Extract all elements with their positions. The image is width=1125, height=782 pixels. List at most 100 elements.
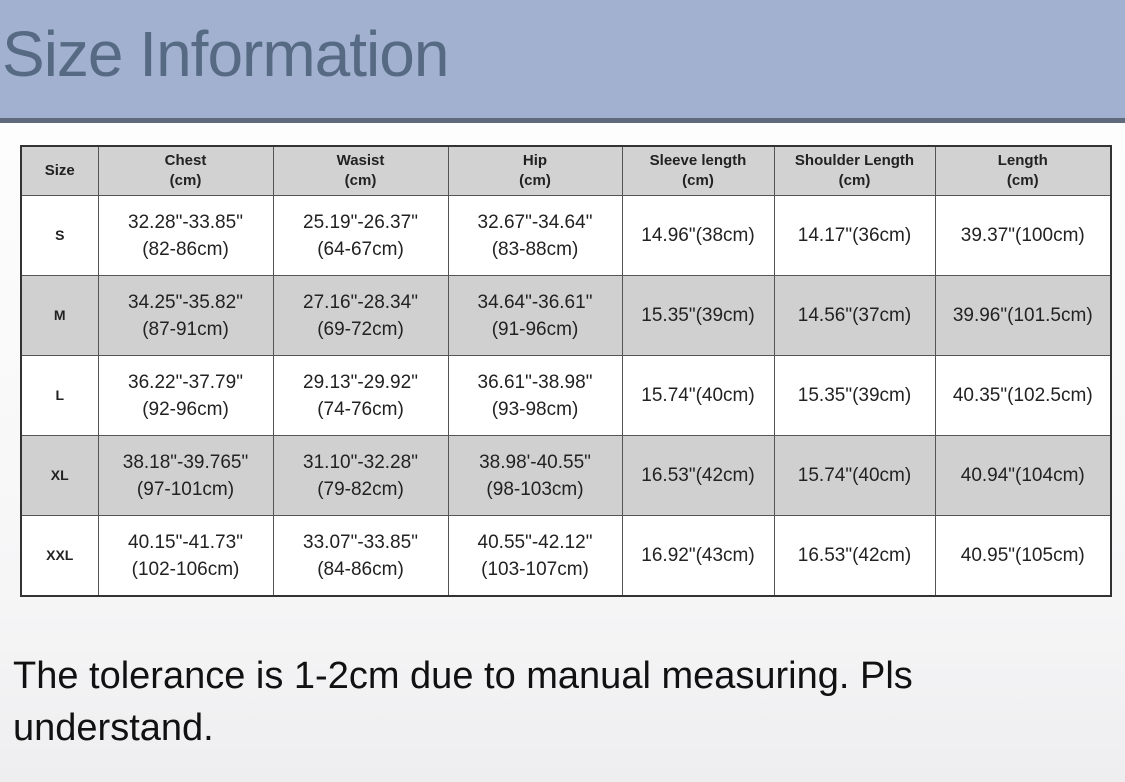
cell-line: (cm) — [682, 172, 714, 189]
cell-line: 32.28"-33.85" — [128, 211, 243, 233]
cell-line: L — [55, 387, 65, 403]
cell-line: 33.07"-33.85" — [303, 531, 418, 553]
size-cell: M — [20, 275, 99, 356]
value-cell: 40.94"(104cm) — [934, 435, 1112, 516]
cell-line: 25.19"-26.37" — [303, 211, 418, 233]
header-row: Size Chest (cm) Wasist (cm) Hip (cm) Sleeve len… — [20, 145, 1112, 196]
value-cell: 16.53"(42cm) — [773, 515, 936, 597]
column-header: Chest (cm) — [97, 145, 274, 196]
column-header: Hip (cm) — [447, 145, 623, 196]
value-cell: 29.13"-29.92" (74-76cm) — [272, 355, 449, 436]
cell-line: 40.95"(105cm) — [960, 545, 1085, 566]
cell-line: Shoulder Length — [794, 152, 915, 169]
value-cell: 15.74"(40cm) — [621, 355, 775, 436]
value-cell: 40.15"-41.73" (102-106cm) — [97, 515, 274, 597]
cell-line: S — [55, 227, 65, 243]
cell-line: 39.96"(101.5cm) — [952, 305, 1093, 326]
value-cell: 32.67"-34.64" (83-88cm) — [447, 195, 623, 276]
cell-line: (cm) — [169, 172, 202, 189]
cell-line: (cm) — [1006, 172, 1039, 189]
table-row: XXL 40.15"-41.73" (102-106cm) 33.07"-33.85"… — [20, 515, 1112, 597]
value-cell: 15.35"(39cm) — [621, 275, 775, 356]
cell-line: (69-72cm) — [317, 318, 404, 340]
value-cell: 33.07"-33.85" (84-86cm) — [272, 515, 449, 597]
value-cell: 40.35"(102.5cm) — [934, 355, 1112, 436]
column-header: Wasist (cm) — [272, 145, 449, 196]
cell-line: 39.37"(100cm) — [960, 225, 1085, 246]
cell-line: 40.55"-42.12" — [477, 531, 593, 553]
cell-line: 34.64"-36.61" — [477, 291, 593, 313]
size-table: Size Chest (cm) Wasist (cm) Hip (cm) Sleeve len… — [20, 145, 1112, 597]
value-cell: 16.92"(43cm) — [621, 515, 775, 597]
value-cell: 32.28"-33.85" (82-86cm) — [97, 195, 274, 276]
cell-line: (74-76cm) — [317, 398, 404, 420]
cell-line: Sleeve length — [649, 152, 747, 169]
value-cell: 34.64"-36.61" (91-96cm) — [447, 275, 623, 356]
cell-line: 15.35"(39cm) — [641, 305, 755, 326]
value-cell: 14.96"(38cm) — [621, 195, 775, 276]
value-cell: 38.98'-40.55" (98-103cm) — [447, 435, 623, 516]
cell-line: (97-101cm) — [136, 478, 235, 500]
cell-line: (83-88cm) — [491, 238, 579, 260]
cell-line: 16.92"(43cm) — [641, 545, 755, 566]
table-row: S 32.28"-33.85" (82-86cm) 25.19"-26.37" (64-… — [20, 195, 1112, 276]
cell-line: (79-82cm) — [317, 478, 404, 500]
cell-line: XL — [50, 467, 69, 483]
cell-line: (87-91cm) — [142, 318, 229, 340]
value-cell: 36.22"-37.79" (92-96cm) — [97, 355, 274, 436]
value-cell: 27.16"-28.34" (69-72cm) — [272, 275, 449, 356]
cell-line: 15.35"(39cm) — [797, 385, 912, 406]
cell-line: 40.35"(102.5cm) — [952, 385, 1093, 406]
cell-line: (84-86cm) — [317, 558, 404, 580]
value-cell: 39.96"(101.5cm) — [934, 275, 1112, 356]
cell-line: 14.56"(37cm) — [797, 305, 912, 326]
cell-line: 15.74"(40cm) — [797, 465, 912, 486]
cell-line: 36.22"-37.79" — [128, 371, 243, 393]
value-cell: 40.95"(105cm) — [934, 515, 1112, 597]
cell-line: (cm) — [519, 172, 551, 189]
cell-line: 40.15"-41.73" — [128, 531, 243, 553]
cell-line: (64-67cm) — [317, 238, 404, 260]
cell-line: Chest — [164, 152, 207, 169]
cell-line: 34.25"-35.82" — [128, 291, 243, 313]
cell-line: (91-96cm) — [491, 318, 579, 340]
cell-line: (93-98cm) — [491, 398, 579, 420]
column-header: Shoulder Length (cm) — [773, 145, 936, 196]
size-cell: S — [20, 195, 99, 276]
value-cell: 36.61"-38.98" (93-98cm) — [447, 355, 623, 436]
cell-line: 29.13"-29.92" — [303, 371, 418, 393]
cell-line: 40.94"(104cm) — [960, 465, 1085, 486]
value-cell: 40.55"-42.12" (103-107cm) — [447, 515, 623, 597]
cell-line: M — [53, 307, 66, 323]
column-header: Length (cm) — [934, 145, 1112, 196]
cell-line: (cm) — [344, 172, 377, 189]
cell-line: Length — [997, 152, 1048, 169]
value-cell: 16.53"(42cm) — [621, 435, 775, 516]
cell-line: 38.18"-39.765" — [122, 451, 249, 473]
cell-line: (98-103cm) — [486, 478, 584, 500]
cell-line: XXL — [46, 547, 74, 563]
cell-line: (cm) — [838, 172, 871, 189]
header-band: Size Information — [0, 0, 1125, 123]
column-header: Sleeve length (cm) — [621, 145, 775, 196]
value-cell: 38.18"-39.765" (97-101cm) — [97, 435, 274, 516]
table-body: S 32.28"-33.85" (82-86cm) 25.19"-26.37" (64-… — [20, 195, 1112, 597]
page-title: Size Information — [2, 18, 449, 90]
value-cell: 39.37"(100cm) — [934, 195, 1112, 276]
value-cell: 14.17"(36cm) — [773, 195, 936, 276]
value-cell: 15.35"(39cm) — [773, 355, 936, 436]
cell-line: (92-96cm) — [142, 398, 229, 420]
cell-line: 14.17"(36cm) — [797, 225, 912, 246]
cell-line: 16.53"(42cm) — [641, 465, 755, 486]
value-cell: 34.25"-35.82" (87-91cm) — [97, 275, 274, 356]
cell-line: 38.98'-40.55" — [479, 451, 591, 473]
value-cell: 31.10"-32.28" (79-82cm) — [272, 435, 449, 516]
cell-line: (82-86cm) — [142, 238, 229, 260]
cell-line: Hip — [522, 152, 548, 169]
cell-line: 27.16"-28.34" — [303, 291, 418, 313]
cell-line: 32.67"-34.64" — [477, 211, 593, 233]
size-cell: XXL — [20, 515, 99, 597]
value-cell: 14.56"(37cm) — [773, 275, 936, 356]
size-cell: L — [20, 355, 99, 436]
